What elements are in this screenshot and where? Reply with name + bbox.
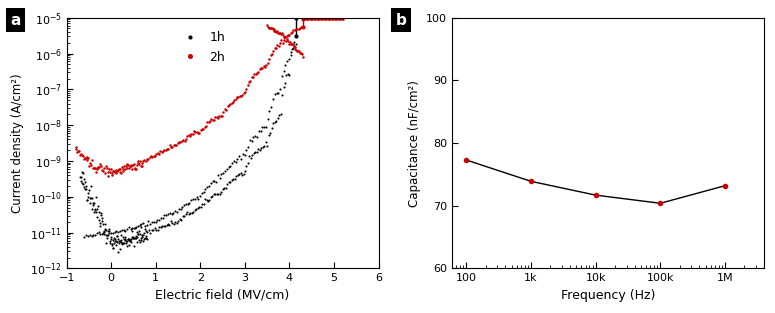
2h (297, 25, 306, 29)
Y-axis label: Capacitance (nF/cm²): Capacitance (nF/cm²) (408, 80, 421, 207)
2h (104, 174, 113, 177)
Text: a: a (11, 13, 21, 28)
2h (286, 31, 295, 35)
1h (95, 221, 105, 225)
1h (113, 250, 122, 254)
Y-axis label: Current density (A/cm²): Current density (A/cm²) (11, 73, 24, 213)
2h (118, 167, 127, 171)
1h (81, 187, 90, 190)
1h (75, 175, 84, 178)
2h (71, 147, 80, 151)
X-axis label: Frequency (Hz): Frequency (Hz) (561, 289, 655, 302)
2h (105, 170, 115, 174)
2h (277, 38, 286, 42)
2h (298, 26, 308, 29)
2h (82, 156, 91, 159)
1h (84, 195, 93, 199)
Line: 1h: 1h (79, 41, 295, 253)
Text: b: b (396, 13, 407, 28)
1h (117, 233, 126, 237)
X-axis label: Electric field (MV/cm): Electric field (MV/cm) (156, 289, 290, 302)
1h (289, 40, 298, 44)
1h (170, 220, 180, 223)
1h (266, 131, 275, 135)
Legend: 1h, 2h: 1h, 2h (176, 27, 230, 69)
Line: 2h: 2h (74, 26, 304, 177)
2h (78, 154, 88, 158)
